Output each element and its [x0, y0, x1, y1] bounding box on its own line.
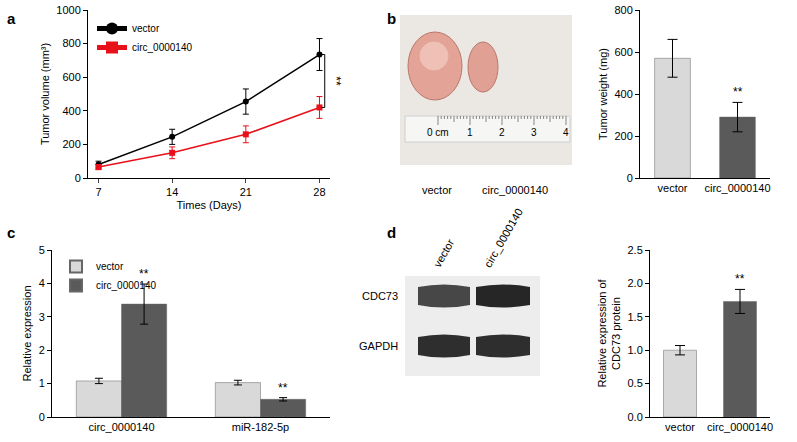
svg-text:0 cm: 0 cm [427, 127, 449, 138]
svg-text:2: 2 [499, 127, 505, 138]
svg-text:circ_0000140: circ_0000140 [96, 280, 156, 291]
svg-text:Tumor weight (mg): Tumor weight (mg) [597, 48, 609, 140]
svg-text:**: ** [733, 85, 743, 99]
svg-text:vector: vector [422, 184, 452, 196]
svg-text:**: ** [139, 267, 149, 281]
svg-text:miR-182-5p: miR-182-5p [232, 421, 289, 433]
svg-text:**: ** [735, 272, 745, 286]
svg-text:0.0: 0.0 [628, 411, 643, 423]
svg-text:14: 14 [166, 186, 178, 198]
svg-text:b: b [387, 10, 396, 27]
svg-text:1: 1 [467, 127, 473, 138]
svg-text:800: 800 [62, 37, 80, 49]
svg-text:0: 0 [627, 172, 633, 184]
svg-text:circ_0000140: circ_0000140 [482, 206, 525, 269]
svg-text:400: 400 [614, 88, 632, 100]
svg-text:Relative expression: Relative expression [21, 286, 33, 382]
svg-text:2: 2 [39, 344, 45, 356]
svg-text:Tumor volume (mm³): Tumor volume (mm³) [39, 43, 51, 145]
svg-text:d: d [387, 224, 396, 241]
svg-text:3: 3 [531, 127, 537, 138]
svg-text:Times (Days): Times (Days) [177, 199, 242, 211]
svg-text:**: ** [329, 76, 343, 86]
svg-text:vector: vector [132, 23, 160, 34]
svg-text:600: 600 [614, 46, 632, 58]
svg-text:CDC73: CDC73 [362, 290, 398, 302]
svg-text:0: 0 [75, 172, 81, 184]
svg-text:circ_0000140: circ_0000140 [707, 421, 773, 433]
svg-text:c: c [7, 224, 15, 241]
svg-text:circ_0000140: circ_0000140 [88, 421, 154, 433]
svg-text:GAPDH: GAPDH [359, 340, 398, 352]
svg-text:**: ** [278, 381, 288, 395]
svg-text:0: 0 [39, 411, 45, 423]
svg-text:Relative expression ofCDC73 pr: Relative expression ofCDC73 protein [596, 278, 622, 387]
svg-text:2.5: 2.5 [628, 244, 643, 256]
svg-text:200: 200 [62, 138, 80, 150]
svg-text:1.5: 1.5 [628, 311, 643, 323]
svg-text:2.0: 2.0 [628, 277, 643, 289]
svg-text:3: 3 [39, 311, 45, 323]
svg-text:4: 4 [563, 127, 569, 138]
svg-text:400: 400 [62, 105, 80, 117]
svg-text:circ_0000140: circ_0000140 [704, 182, 770, 194]
svg-text:7: 7 [95, 186, 101, 198]
svg-text:a: a [7, 10, 16, 27]
svg-text:vector: vector [431, 237, 457, 269]
svg-text:circ_0000140: circ_0000140 [482, 184, 548, 196]
svg-text:0.5: 0.5 [628, 377, 643, 389]
svg-text:200: 200 [614, 130, 632, 142]
svg-text:1000: 1000 [56, 4, 80, 16]
svg-text:4: 4 [39, 277, 45, 289]
svg-text:21: 21 [240, 186, 252, 198]
svg-text:1: 1 [39, 377, 45, 389]
svg-text:5: 5 [39, 244, 45, 256]
svg-text:28: 28 [313, 186, 325, 198]
svg-text:vector: vector [658, 182, 688, 194]
svg-text:1.0: 1.0 [628, 344, 643, 356]
svg-text:vector: vector [665, 421, 695, 433]
svg-text:vector: vector [96, 261, 124, 272]
svg-text:circ_0000140: circ_0000140 [132, 42, 192, 53]
svg-text:800: 800 [614, 4, 632, 16]
svg-text:600: 600 [62, 71, 80, 83]
